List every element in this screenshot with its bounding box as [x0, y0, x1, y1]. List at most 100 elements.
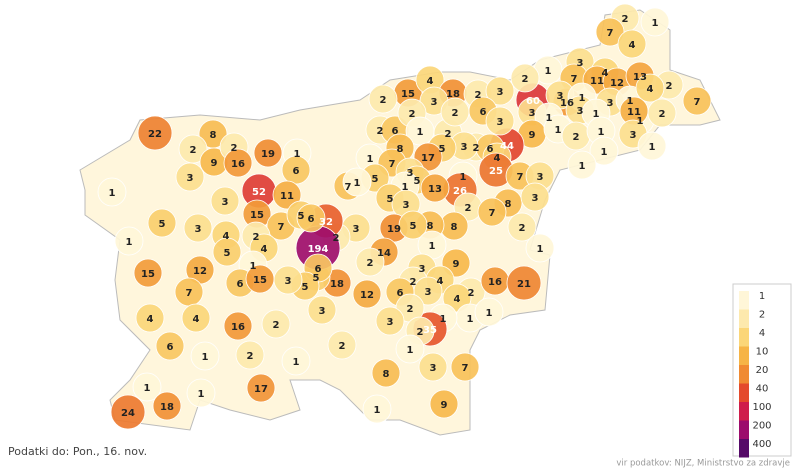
- municipality: [223, 148, 253, 178]
- municipality: [210, 186, 240, 216]
- municipality-value: 3: [430, 363, 437, 374]
- municipality-value: 3: [529, 108, 536, 119]
- legend-tick-label: 1: [759, 291, 765, 302]
- municipality: [595, 17, 625, 47]
- municipality-value: 3: [577, 58, 584, 69]
- municipality: [450, 352, 480, 382]
- municipality: [175, 162, 205, 192]
- municipality-value: 1: [601, 147, 608, 158]
- municipality: [327, 330, 357, 360]
- municipality-value: 7: [186, 288, 193, 299]
- municipality-value: 2: [231, 143, 238, 154]
- municipality-value: 16: [231, 322, 245, 333]
- municipality-value: 3: [319, 306, 326, 317]
- municipality-value: 7: [571, 74, 578, 85]
- municipality-value: 8: [383, 369, 390, 380]
- municipality-value: 1: [593, 109, 600, 120]
- municipality-value: 5: [298, 211, 305, 222]
- municipality-value: 1: [294, 149, 301, 160]
- municipality-value: 1: [144, 383, 151, 394]
- municipality: [589, 136, 619, 166]
- municipality-value: 4: [629, 40, 636, 51]
- municipality: [371, 358, 401, 388]
- municipality-value: 25: [489, 166, 503, 177]
- municipality: [617, 29, 647, 59]
- legend-swatch: [739, 439, 749, 458]
- municipality-value: 13: [428, 184, 442, 195]
- municipality-value: 1: [374, 405, 381, 416]
- municipality-value: 9: [453, 259, 460, 270]
- municipality: [133, 258, 163, 288]
- municipality-value: 1: [417, 127, 424, 138]
- municipality-value: 44: [500, 141, 514, 152]
- municipality: [420, 173, 450, 203]
- municipality-value: 8: [427, 221, 434, 232]
- municipality: [223, 311, 253, 341]
- municipality-value: 2: [417, 327, 424, 338]
- municipality-value: 1: [598, 127, 605, 138]
- municipality-value: 7: [694, 97, 701, 108]
- municipality-value: 2: [475, 90, 482, 101]
- municipality-value: 1: [579, 161, 586, 172]
- municipality: [307, 295, 337, 325]
- municipality-value: 2: [622, 14, 629, 25]
- municipality-value: 22: [148, 129, 162, 140]
- legend-swatch: [739, 291, 749, 310]
- legend-tick-label: 20: [756, 365, 769, 376]
- municipality: [440, 97, 470, 127]
- municipality-value: 11: [590, 76, 604, 87]
- municipality-value: 4: [494, 153, 501, 164]
- municipality: [567, 150, 597, 180]
- municipality-value: 15: [253, 275, 267, 286]
- municipality-value: 14: [377, 248, 391, 259]
- municipality-value: 3: [419, 264, 426, 275]
- municipality-value: 1: [637, 116, 644, 127]
- municipality: [368, 84, 398, 114]
- legend-tick-label: 4: [759, 328, 765, 339]
- municipality: [135, 303, 165, 333]
- municipality-value: 5: [439, 144, 446, 155]
- municipality-value: 3: [431, 97, 438, 108]
- municipality: [114, 226, 144, 256]
- municipality-value: 3: [630, 130, 637, 141]
- municipality-value: 18: [330, 279, 344, 290]
- municipality-value: 32: [319, 217, 333, 228]
- municipality-value: 19: [261, 149, 275, 160]
- municipality-value: 11: [627, 107, 641, 118]
- municipality: [506, 265, 542, 301]
- municipality: [342, 167, 372, 197]
- municipality-value: 2: [380, 95, 387, 106]
- municipality-value: 2: [253, 232, 260, 243]
- municipality-value: 7: [389, 159, 396, 170]
- municipality-value: 1: [202, 352, 209, 363]
- municipality-value: 1: [402, 182, 409, 193]
- municipality-value: 2: [333, 233, 340, 244]
- municipality: [272, 180, 302, 210]
- municipality-value: 2: [409, 109, 416, 120]
- municipality: [355, 247, 385, 277]
- municipality: [235, 340, 265, 370]
- municipality-value: 8: [210, 130, 217, 141]
- municipality-value: 3: [285, 276, 292, 287]
- municipality: [485, 76, 515, 106]
- municipality-value: 15: [141, 269, 155, 280]
- source-note: vir podatkov: NIJZ, Ministrstvo za zdrav…: [616, 459, 790, 469]
- municipality-value: 9: [529, 130, 536, 141]
- municipality-value: 6: [480, 107, 487, 118]
- municipality-value: 1: [293, 357, 300, 368]
- municipality-value: 1: [367, 154, 374, 165]
- municipality-value: 1: [198, 389, 205, 400]
- municipality-value: 7: [489, 208, 496, 219]
- municipality-value: 1: [467, 314, 474, 325]
- municipality: [485, 106, 515, 136]
- municipality-value: 13: [633, 72, 647, 83]
- municipality-value: 2: [573, 132, 580, 143]
- municipality-value: 18: [160, 402, 174, 413]
- municipality-value: 3: [557, 91, 564, 102]
- municipality-value: 3: [195, 224, 202, 235]
- municipality-value: 5: [410, 221, 417, 232]
- municipality-value: 2: [519, 223, 526, 234]
- municipality: [190, 341, 220, 371]
- municipality-value: 1: [546, 113, 553, 124]
- municipality-value: 12: [610, 78, 624, 89]
